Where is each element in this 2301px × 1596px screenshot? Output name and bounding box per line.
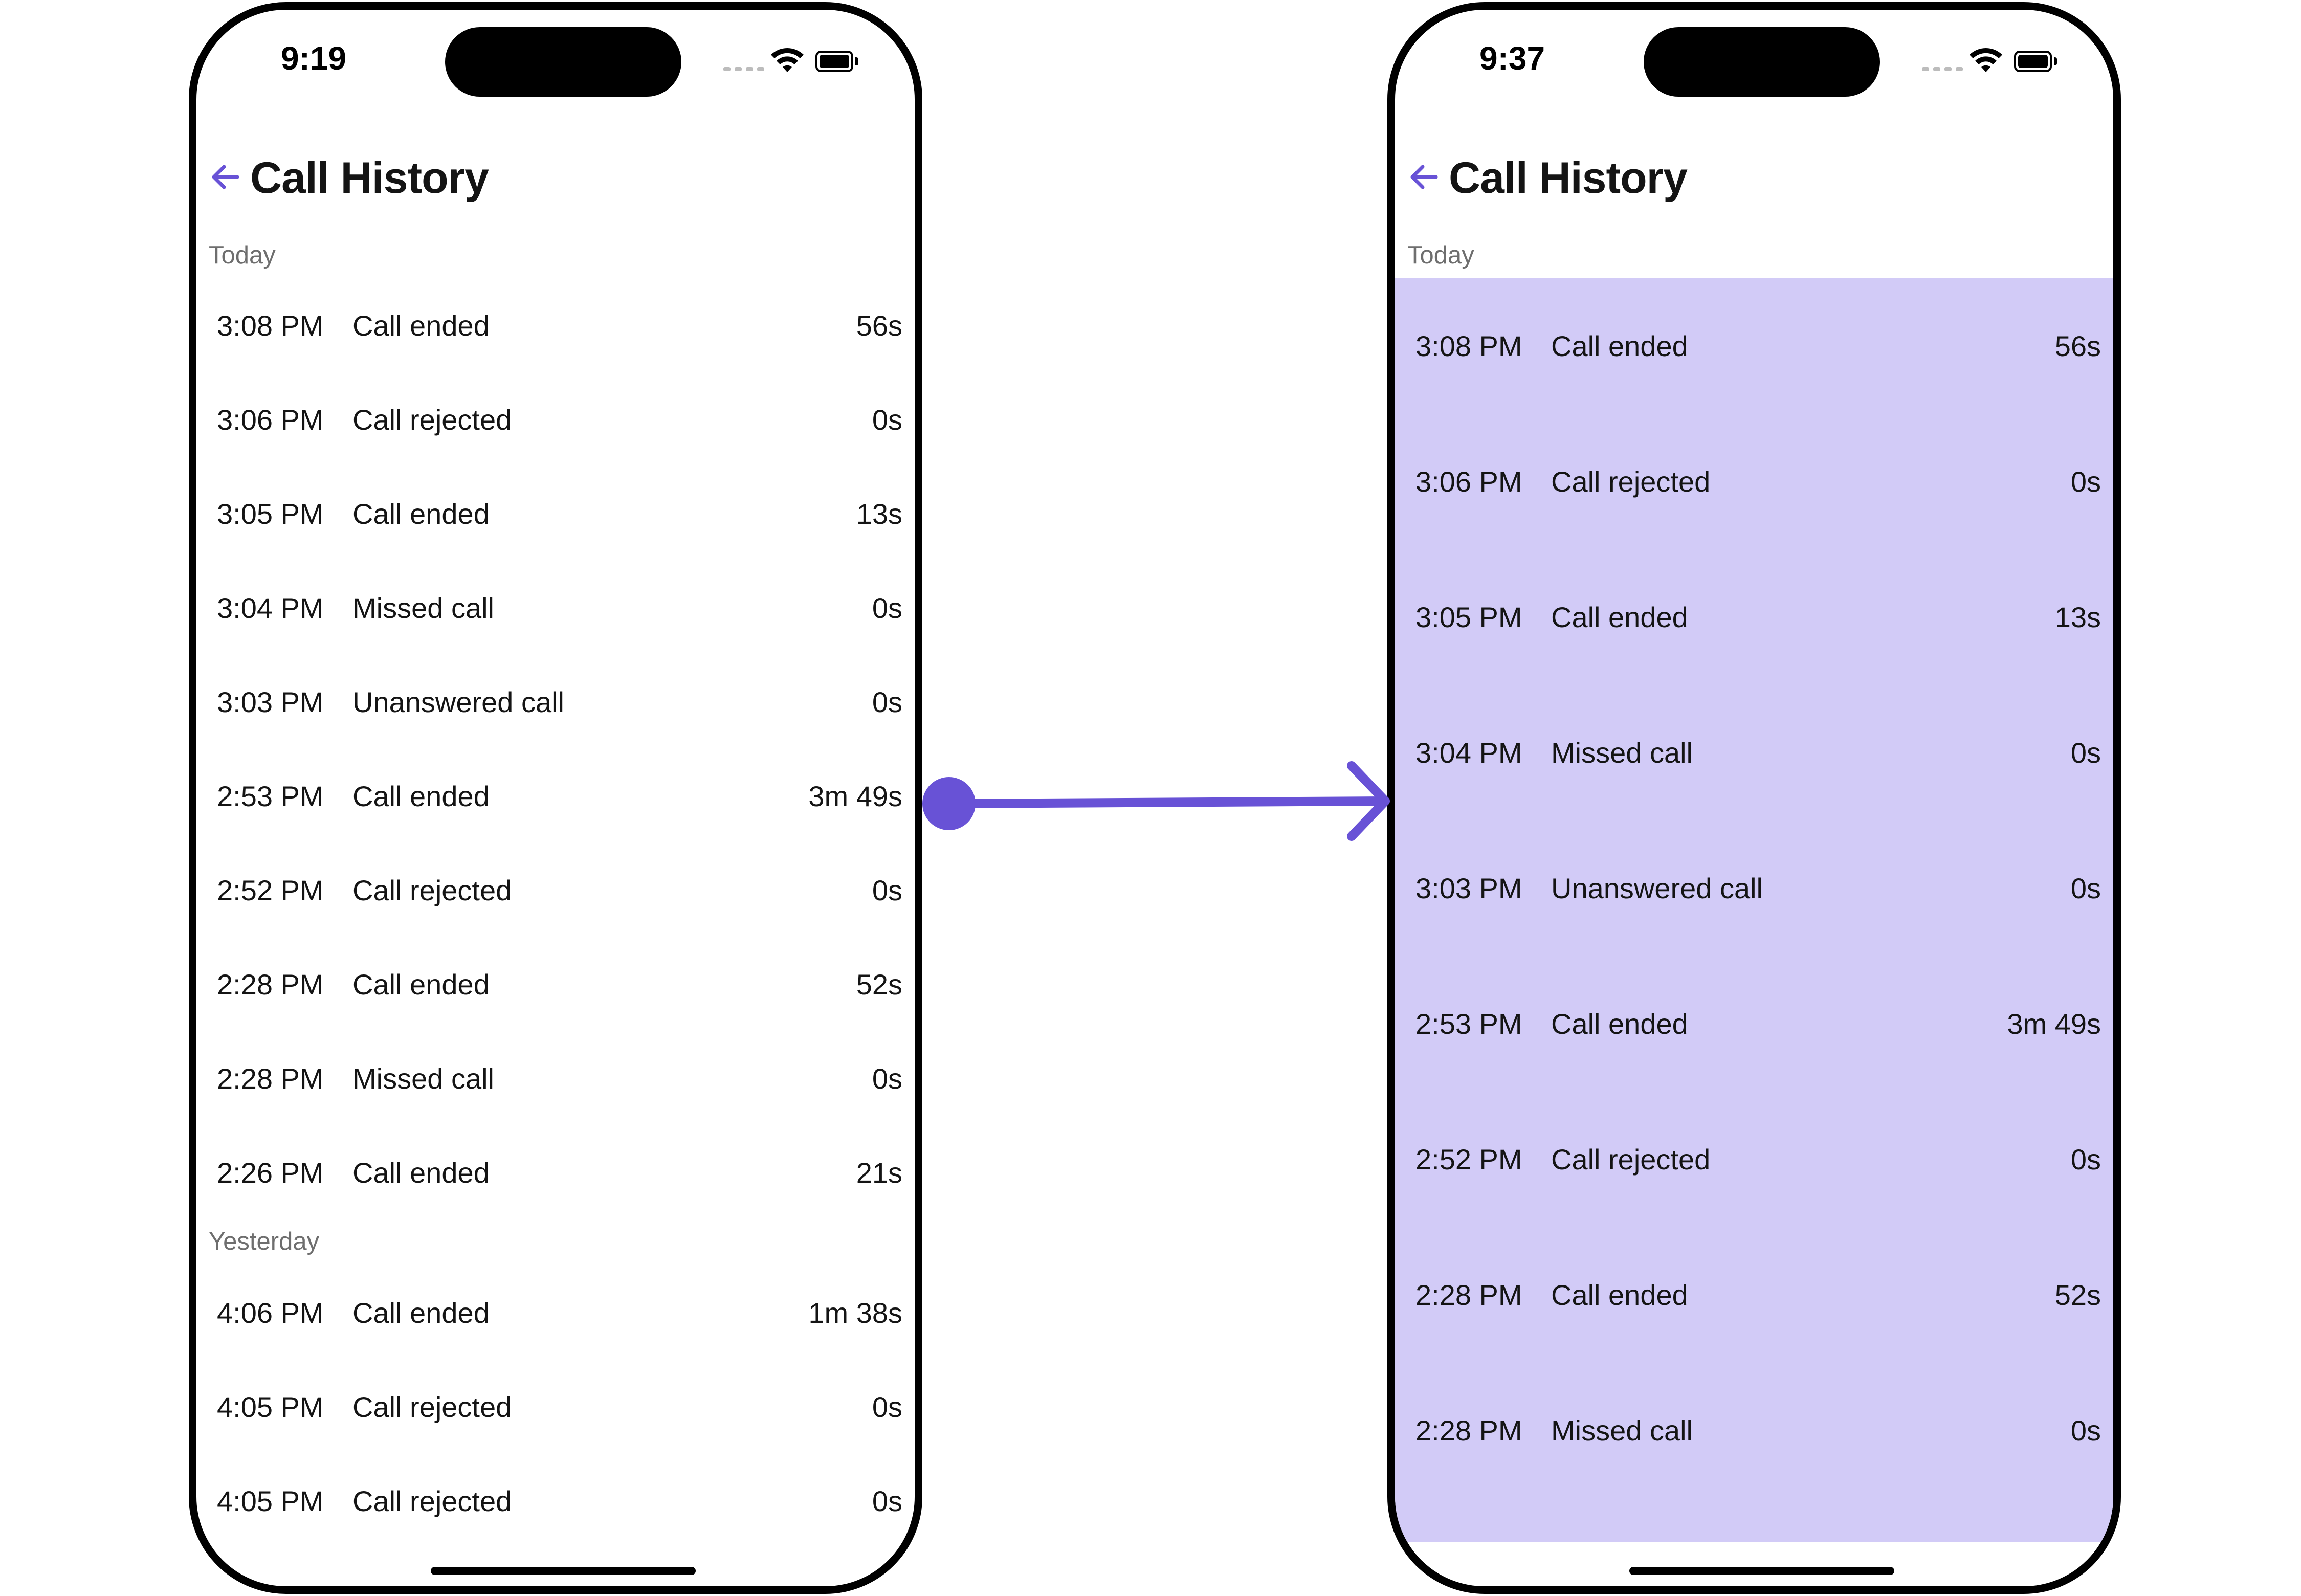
phone-left: 9:19 Call History Today 3:08 PM Call ended… (189, 2, 922, 1594)
wifi-icon (771, 48, 804, 72)
call-time: 3:05 PM (217, 498, 324, 530)
call-status: Call ended (352, 309, 490, 342)
call-time: 3:04 PM (1415, 737, 1522, 769)
arrow-left-icon[interactable] (1406, 159, 1442, 195)
call-status: Call rejected (352, 1391, 512, 1423)
dynamic-island (445, 27, 681, 97)
wifi-icon (1970, 48, 2002, 72)
call-time: 3:06 PM (217, 404, 324, 436)
status-bar: 9:19 (196, 10, 915, 112)
call-time: 2:53 PM (217, 780, 324, 812)
signal-dots-icon (723, 67, 764, 71)
home-indicator[interactable] (1629, 1567, 1894, 1575)
call-duration: 56s (2054, 330, 2101, 362)
call-duration: 52s (2054, 1279, 2101, 1311)
call-status: Missed call (1551, 1414, 1693, 1447)
call-time: 2:28 PM (1415, 1279, 1522, 1311)
signal-dots-icon (1922, 67, 1963, 71)
call-time: 3:05 PM (1415, 601, 1522, 633)
status-time: 9:37 (1479, 40, 1545, 77)
call-status: Call ended (352, 498, 490, 530)
call-duration: 13s (2054, 601, 2101, 633)
call-duration: 52s (856, 968, 902, 1001)
status-time: 9:19 (281, 40, 347, 77)
call-status: Call ended (1551, 1279, 1688, 1311)
highlighted-list-area (1395, 278, 2113, 1542)
call-time: 3:08 PM (1415, 330, 1522, 362)
call-time: 2:28 PM (217, 1062, 324, 1095)
call-status: Call ended (1551, 330, 1688, 362)
call-time: 3:08 PM (217, 309, 324, 342)
call-duration: 56s (856, 309, 902, 342)
call-status: Call ended (1551, 601, 1688, 633)
page-title: Call History (250, 153, 489, 203)
call-status: Call rejected (1551, 1143, 1711, 1176)
call-duration: 0s (2070, 465, 2101, 498)
arrow-head-icon (1347, 761, 1390, 841)
call-time: 2:52 PM (217, 874, 324, 906)
call-duration: 0s (872, 592, 902, 624)
call-status: Call rejected (352, 1485, 512, 1517)
battery-icon (815, 51, 858, 72)
call-duration: 3m 49s (2007, 1008, 2101, 1040)
call-status: Call ended (352, 1157, 490, 1189)
call-time: 2:52 PM (1415, 1143, 1522, 1176)
call-time: 3:06 PM (1415, 465, 1522, 498)
section-label-today: Today (1407, 241, 1474, 269)
header: Call History (1395, 148, 2113, 204)
call-duration: 3m 49s (808, 780, 902, 812)
section-label-yesterday: Yesterday (209, 1228, 320, 1255)
call-status: Missed call (1551, 737, 1693, 769)
call-duration: 1m 38s (808, 1297, 902, 1329)
call-duration: 0s (2070, 737, 2101, 769)
call-status: Call rejected (352, 874, 512, 906)
call-time: 3:03 PM (1415, 872, 1522, 904)
call-time: 3:04 PM (217, 592, 324, 624)
call-status: Call rejected (1551, 465, 1711, 498)
call-time: 4:05 PM (217, 1485, 324, 1517)
call-duration: 0s (872, 1391, 902, 1423)
call-status: Missed call (352, 592, 494, 624)
call-duration: 0s (2070, 872, 2101, 904)
call-duration: 21s (856, 1157, 902, 1189)
call-status: Call ended (352, 1297, 490, 1329)
arrow-line (948, 796, 1384, 808)
call-duration: 0s (2070, 1143, 2101, 1176)
call-status: Unanswered call (352, 686, 564, 718)
home-indicator[interactable] (431, 1567, 696, 1575)
call-time: 2:28 PM (217, 968, 324, 1001)
call-duration: 0s (2070, 1414, 2101, 1447)
call-duration: 0s (872, 404, 902, 436)
call-status: Missed call (352, 1062, 494, 1095)
call-time: 2:53 PM (1415, 1008, 1522, 1040)
header: Call History (196, 148, 915, 204)
phone-right: 9:37 Call History Today 3:08 PM Call ende… (1387, 2, 2121, 1594)
call-duration: 13s (856, 498, 902, 530)
call-status: Call ended (1551, 1008, 1688, 1040)
arrow-left-icon[interactable] (208, 159, 244, 195)
call-duration: 0s (872, 874, 902, 906)
status-bar: 9:37 (1395, 10, 2113, 112)
section-label-today: Today (209, 241, 276, 269)
call-time: 4:05 PM (217, 1391, 324, 1423)
call-status: Call rejected (352, 404, 512, 436)
call-time: 2:26 PM (217, 1157, 324, 1189)
call-time: 4:06 PM (217, 1297, 324, 1329)
call-status: Unanswered call (1551, 872, 1763, 904)
call-duration: 0s (872, 1485, 902, 1517)
battery-icon (2014, 51, 2057, 72)
call-status: Call ended (352, 780, 490, 812)
call-duration: 0s (872, 1062, 902, 1095)
call-duration: 0s (872, 686, 902, 718)
dynamic-island (1644, 27, 1880, 97)
page-title: Call History (1449, 153, 1688, 203)
call-status: Call ended (352, 968, 490, 1001)
call-time: 2:28 PM (1415, 1414, 1522, 1447)
call-time: 3:03 PM (217, 686, 324, 718)
